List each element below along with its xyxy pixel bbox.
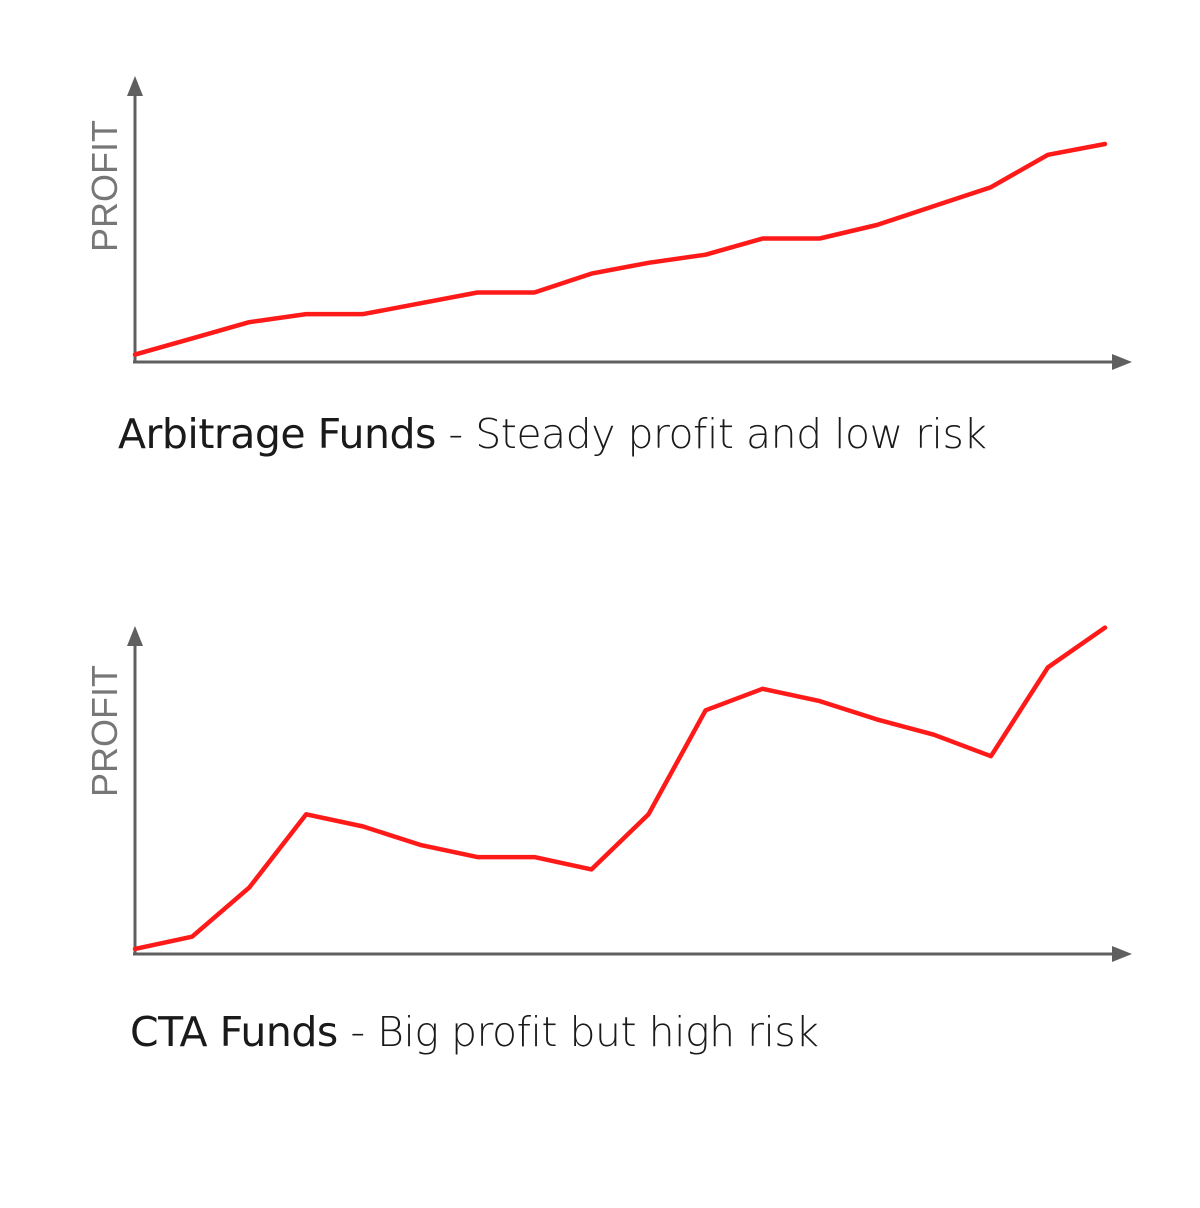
x-axis-arrow-icon bbox=[1112, 354, 1132, 370]
cta-series-group bbox=[132, 625, 1108, 952]
y-axis-label: PROFIT bbox=[84, 665, 125, 797]
profit-series-line bbox=[132, 625, 1108, 952]
profit-series-line bbox=[132, 141, 1108, 357]
cta-funds-caption: CTA Funds - Big profit but high risk bbox=[130, 1008, 819, 1056]
x-axis-arrow-icon bbox=[1112, 946, 1132, 962]
y-axis-label: PROFIT bbox=[84, 120, 125, 252]
cta-funds-chart: PROFIT bbox=[84, 625, 1132, 962]
arbitrage-funds-chart: PROFIT bbox=[84, 76, 1132, 370]
caption-description: - Steady profit and low risk bbox=[435, 410, 987, 458]
arbitrage-series-group bbox=[132, 141, 1108, 357]
caption-fund-name: CTA Funds bbox=[130, 1008, 338, 1056]
caption-description: - Big profit but high risk bbox=[337, 1008, 819, 1056]
y-axis-arrow-icon bbox=[127, 76, 143, 96]
caption-fund-name: Arbitrage Funds bbox=[118, 410, 436, 458]
arbitrage-funds-caption: Arbitrage Funds - Steady profit and low … bbox=[118, 410, 987, 458]
y-axis-arrow-icon bbox=[127, 626, 143, 646]
